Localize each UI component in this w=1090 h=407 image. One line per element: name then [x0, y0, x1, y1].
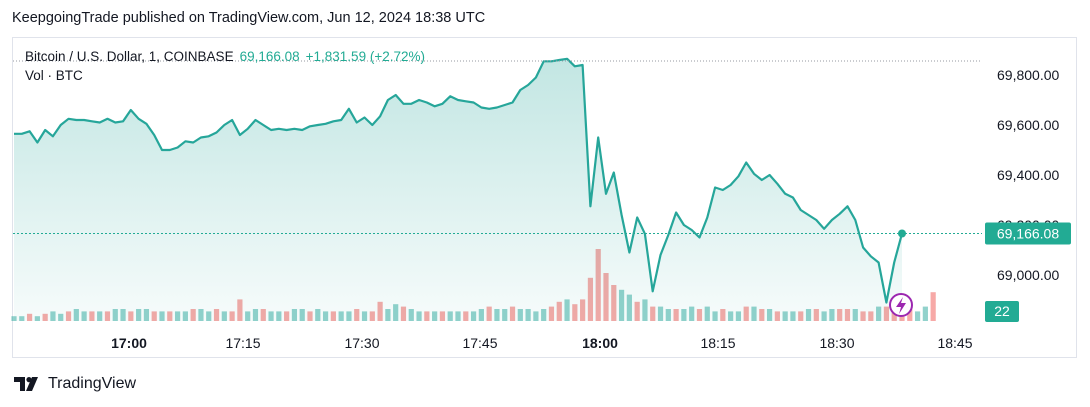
y-tick-label: 69,600.00	[997, 117, 1059, 133]
volume-bar	[930, 292, 936, 321]
y-tick-label: 69,000.00	[997, 267, 1059, 283]
tradingview-logo-icon	[14, 377, 38, 391]
y-tick-label: 69,400.00	[997, 167, 1059, 183]
x-tick-label: 17:15	[225, 335, 260, 351]
last-price: 69,166.08	[239, 49, 300, 64]
x-tick-label: 17:00	[111, 335, 147, 351]
symbol-name[interactable]: Bitcoin / U.S. Dollar, 1, COINBASE	[25, 49, 234, 64]
volume-legend[interactable]: Vol · BTC	[25, 68, 83, 83]
chart-legend: Bitcoin / U.S. Dollar, 1, COINBASE 69,166…	[25, 47, 425, 67]
volume-bar	[914, 311, 921, 321]
x-tick-label: 17:45	[462, 335, 497, 351]
x-tick-label: 17:30	[344, 335, 379, 351]
price-area	[14, 58, 902, 322]
publisher-line: KeepgoingTrade published on TradingView.…	[12, 10, 486, 26]
price-change: +1,831.59 (+2.72%)	[305, 49, 425, 64]
volume-bar	[922, 306, 928, 321]
flash-icon[interactable]	[889, 293, 913, 317]
last-price-dot	[898, 229, 906, 238]
footer-brand[interactable]: TradingView	[14, 375, 136, 393]
x-tick-label: 18:00	[582, 335, 618, 351]
last-price-badge	[985, 222, 1071, 245]
chart-frame	[12, 37, 1077, 358]
volume-badge-label: 22	[994, 303, 1010, 319]
volume-badge	[985, 301, 1019, 322]
x-tick-label: 18:15	[700, 335, 735, 351]
volume-bar	[11, 316, 17, 321]
price-line	[14, 57, 904, 304]
last-price-badge-label: 69,166.08	[997, 226, 1059, 242]
x-tick-label: 18:45	[937, 335, 972, 351]
brand-name: TradingView	[48, 375, 137, 392]
y-tick-label: 69,800.00	[997, 67, 1059, 83]
x-tick-label: 18:30	[819, 335, 854, 351]
